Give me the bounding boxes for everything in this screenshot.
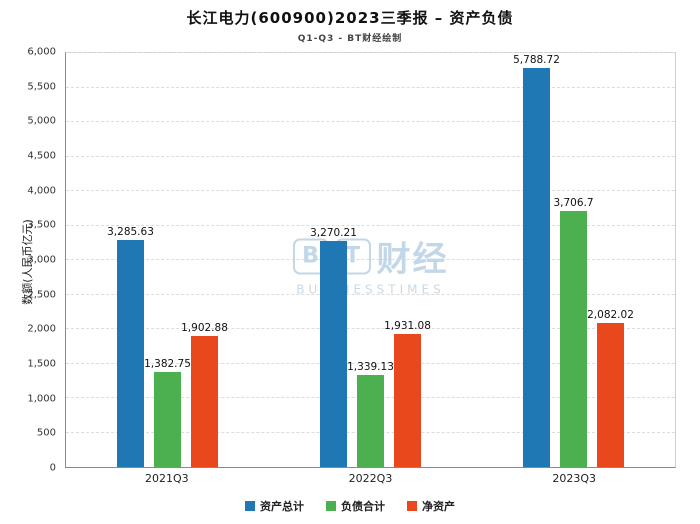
- bar-with-label: 1,339.13: [347, 53, 394, 467]
- bar-with-label: 1,382.75: [144, 53, 191, 467]
- bar-with-label: 3,285.63: [107, 53, 154, 467]
- bar-value-label: 3,285.63: [107, 226, 154, 239]
- legend-item: 负债合计: [326, 498, 385, 514]
- bar: [117, 240, 144, 467]
- bar-value-label: 1,931.08: [384, 319, 431, 332]
- gridline: [66, 155, 675, 157]
- bar-with-label: 3,270.21: [310, 53, 357, 467]
- y-tick-label: 3,500: [27, 219, 56, 231]
- bar: [154, 371, 181, 467]
- bar: [357, 374, 384, 467]
- bar-value-label: 1,339.13: [347, 360, 394, 373]
- bar: [597, 323, 624, 467]
- bar-value-label: 3,706.7: [553, 197, 594, 210]
- bar: [191, 335, 218, 467]
- legend-label: 负债合计: [341, 500, 385, 513]
- y-tick-label: 2,000: [27, 323, 56, 335]
- y-tick-label: 500: [36, 427, 56, 439]
- legend-item: 净资产: [407, 498, 455, 514]
- y-tick-label: 5,000: [27, 115, 56, 127]
- bar: [523, 67, 550, 467]
- y-tick-label: 5,500: [27, 81, 56, 93]
- bar-with-label: 1,902.88: [181, 53, 228, 467]
- legend: 资产总计 负债合计 净资产: [0, 498, 700, 514]
- y-tick-label: 2,500: [27, 289, 56, 301]
- bar-with-label: 3,706.7: [553, 53, 594, 467]
- bar: [394, 333, 421, 467]
- bar: [560, 211, 587, 467]
- gridline: [66, 52, 675, 53]
- gridline: [66, 121, 675, 122]
- x-tick-label: 2022Q3: [348, 472, 393, 485]
- y-axis-tick-labels: 0 500 1,000 1,500 2,000 2,500 3,000 3,500 4,000 4…: [18, 47, 60, 474]
- bar-with-label: 2,082.02: [587, 53, 634, 467]
- bar-value-label: 1,902.88: [181, 321, 228, 334]
- x-axis-tick-labels: 2021Q3 2022Q3 2023Q3: [65, 472, 676, 485]
- bar-group-2021Q3: 3,285.63 1,382.75 1,902.88: [66, 53, 269, 467]
- gridline: [66, 293, 675, 295]
- gridline: [66, 362, 675, 364]
- y-tick-label: 3,000: [27, 254, 56, 266]
- legend-swatch: [407, 501, 417, 511]
- gridline: [66, 328, 675, 330]
- watermark-brand-text: 财经: [376, 239, 449, 280]
- x-tick-label: 2023Q3: [552, 472, 596, 485]
- legend-swatch: [245, 501, 255, 511]
- bar-value-label: 3,270.21: [310, 227, 357, 240]
- gridline: [66, 190, 675, 192]
- chart-title: 长江电力(600900)2023三季报 – 资产负债: [186, 9, 514, 27]
- bar-value-label: 1,382.75: [144, 357, 191, 370]
- y-tick-label: 1,500: [27, 358, 56, 370]
- legend-label: 资产总计: [260, 500, 304, 513]
- bar-group-2023Q3: 5,788.72 3,706.7 2,082.02: [472, 53, 675, 467]
- bar-with-label: 1,931.08: [384, 53, 431, 467]
- gridline: [66, 86, 675, 88]
- bar-groups: 3,285.63 1,382.75 1,902.88 3,270.21 1,339.13…: [66, 53, 675, 467]
- y-tick-label: 4,000: [27, 185, 56, 197]
- chart-subtitle: Q1-Q3 - BT财经绘制: [297, 34, 403, 44]
- x-tick-label: 2021Q3: [145, 472, 189, 485]
- gridline: [66, 224, 675, 226]
- bar-value-label: 2,082.02: [587, 309, 634, 322]
- plot-area: B T 财经 BUSINESSTIMES 3,285.63 1,382.75 1,9…: [65, 52, 676, 468]
- y-tick-label: 1,000: [27, 393, 56, 405]
- y-tick-label: 0: [49, 462, 56, 474]
- bar-value-label: 5,788.72: [513, 53, 560, 66]
- legend-label: 净资产: [422, 500, 455, 513]
- bar: [320, 241, 347, 467]
- bar-with-label: 5,788.72: [513, 53, 560, 467]
- y-tick-label: 6,000: [27, 46, 56, 58]
- y-tick-label: 4,500: [27, 150, 56, 162]
- legend-item: 资产总计: [245, 498, 304, 514]
- gridline: [66, 259, 675, 260]
- bar-group-2022Q3: 3,270.21 1,339.13 1,931.08: [269, 53, 472, 467]
- legend-swatch: [326, 501, 336, 511]
